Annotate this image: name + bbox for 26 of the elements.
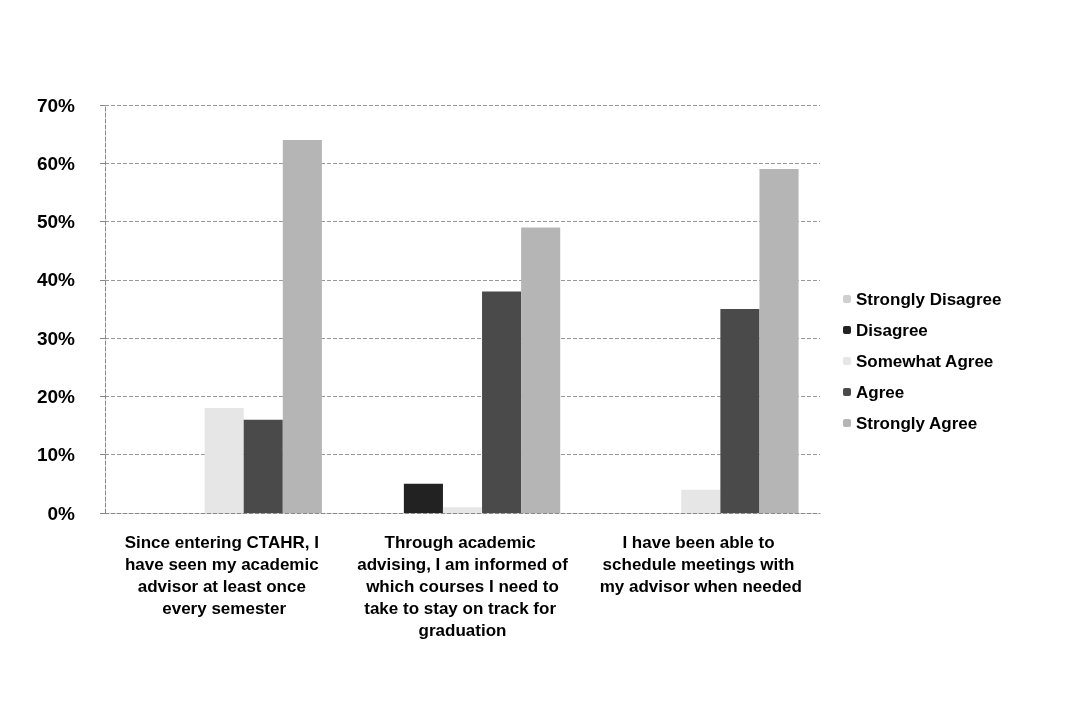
y-tick-label: 50% [36,211,76,233]
y-tick-label: 0% [47,502,76,524]
bar [681,489,721,513]
y-tick-label: 10% [36,444,76,466]
bar [442,507,483,513]
bar [243,419,283,513]
legend-label: Agree [856,382,905,402]
y-tick-label: 40% [36,269,76,291]
y-tick-label: 30% [36,327,76,349]
legend-label: Somewhat Agree [856,351,994,371]
x-tick-label: Through academic advising, I am informed of which courses I need to take to stay on track for graduation [357,532,569,640]
bar [482,291,522,513]
y-tick-label: 60% [36,152,76,174]
bar [282,139,322,513]
bar [720,309,760,513]
x-tick-label: I have been able to schedule meetings with my advisor when needed [599,532,802,596]
bar [521,227,561,513]
bar [759,169,799,513]
x-tick-label: Since entering CTAHR, I have seen my academic advisor at least once every semester [124,532,324,618]
legend-label: Strongly Disagree [856,289,1002,309]
legend-label: Disagree [856,320,928,340]
y-tick-label: 20% [36,385,76,407]
bar [403,483,443,513]
bar [204,408,244,513]
y-tick-label: 70% [36,94,76,116]
legend-label: Strongly Agree [856,413,978,433]
